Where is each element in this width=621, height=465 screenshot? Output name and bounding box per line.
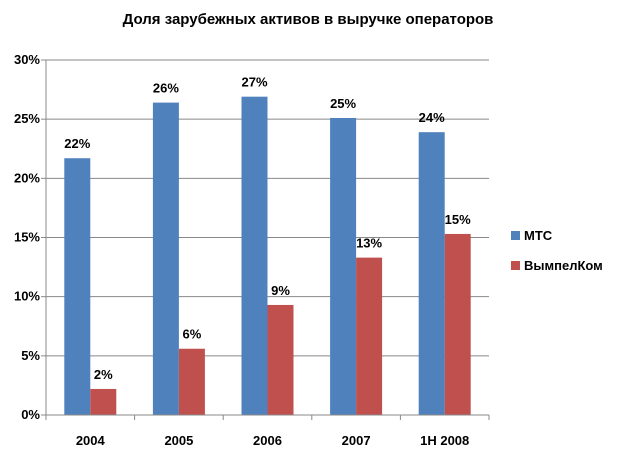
data-labels: 22% 2% 26% 6% 27% 9% 25% 13% 24% 15% bbox=[64, 75, 471, 382]
bar-vimpelcom bbox=[444, 233, 471, 415]
y-tick-label: 0% bbox=[21, 407, 40, 422]
x-tick-label: 2005 bbox=[164, 433, 193, 448]
legend-swatch bbox=[511, 231, 520, 240]
y-tick-label: 10% bbox=[14, 289, 40, 304]
bar-vimpelcom bbox=[178, 348, 205, 415]
x-tick-label: 1H 2008 bbox=[420, 433, 469, 448]
axes: 0% 5% 10% 15% 20% 25% 30% 2004 2005 2006 2007 1H 20… bbox=[14, 52, 490, 448]
y-tick-label: 25% bbox=[14, 111, 40, 126]
x-tick-label: 2007 bbox=[342, 433, 371, 448]
data-label: 22% bbox=[64, 136, 90, 151]
x-tick-label: 2006 bbox=[253, 433, 282, 448]
y-tick-label: 15% bbox=[14, 230, 40, 245]
data-label: 9% bbox=[271, 283, 290, 298]
data-label: 25% bbox=[330, 96, 356, 111]
y-tick-label: 5% bbox=[21, 348, 40, 363]
legend: МТС ВымпелКом bbox=[511, 228, 603, 273]
legend-label: МТС bbox=[524, 228, 553, 243]
data-label: 24% bbox=[419, 110, 445, 125]
data-label: 26% bbox=[153, 81, 179, 96]
chart-title: Доля зарубежных активов в выручке операт… bbox=[123, 11, 494, 28]
y-tick-label: 20% bbox=[14, 170, 40, 185]
bar-vimpelcom bbox=[356, 257, 383, 415]
x-tick-label: 2004 bbox=[76, 433, 106, 448]
data-label: 15% bbox=[445, 212, 471, 227]
bar-vimpelcom bbox=[90, 388, 117, 415]
y-tick-label: 30% bbox=[14, 52, 40, 67]
legend-label: ВымпелКом bbox=[524, 258, 603, 273]
bar-mts bbox=[64, 158, 91, 415]
data-label: 6% bbox=[183, 327, 202, 342]
bar-vimpelcom bbox=[267, 304, 294, 415]
bar-mts bbox=[330, 117, 357, 415]
bar-mts bbox=[152, 102, 179, 415]
bar-mts bbox=[241, 96, 268, 415]
data-label: 27% bbox=[241, 75, 267, 90]
bar-mts bbox=[418, 132, 445, 415]
legend-swatch bbox=[511, 261, 520, 270]
data-label: 13% bbox=[356, 236, 382, 251]
bars bbox=[64, 96, 471, 415]
data-label: 2% bbox=[94, 367, 113, 382]
